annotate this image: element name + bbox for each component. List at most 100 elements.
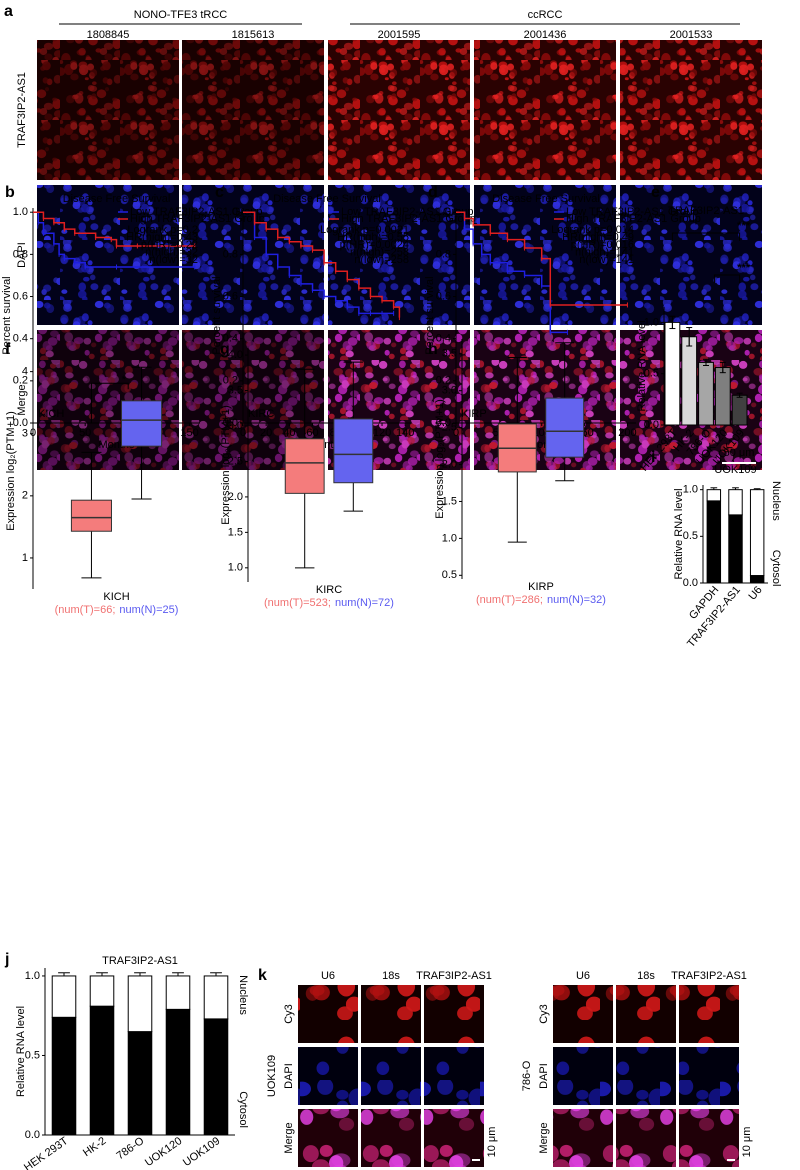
panel-label: h — [428, 341, 438, 358]
micrograph — [37, 330, 179, 470]
box — [545, 397, 585, 458]
y-tick-label: 0.5 — [644, 368, 659, 380]
micrograph — [620, 185, 762, 325]
micrograph — [361, 1109, 421, 1167]
dim-overlay — [182, 40, 324, 180]
side-label: Cytosol — [237, 1091, 249, 1128]
y-tick-label: 4 — [22, 366, 28, 378]
y-tick-label: 0.4 — [13, 333, 28, 345]
legend-label: High TRAF3IP2-AS1 Group — [341, 213, 476, 225]
y-tick-label: 2.0 — [442, 458, 457, 470]
y-tick-label: 1.0 — [223, 206, 238, 218]
stat-label: n(high)=258 — [350, 246, 409, 258]
bar-segment — [89, 975, 115, 1007]
y-axis-label: Expression log₂(PTM+1) — [434, 399, 446, 519]
x-tick-label: 60 — [306, 427, 318, 439]
sample-size: (num(T)=66; — [55, 604, 116, 616]
micrograph — [553, 985, 613, 1043]
sample-size: (num(T)=523; — [264, 597, 331, 609]
scale-label: 50 μm — [724, 447, 755, 459]
legend-label: Low TRAF3IP2-AS1 Group — [130, 206, 262, 218]
stat-label: p(HR)=0.22 — [141, 239, 198, 251]
channel-label: Merge — [538, 1122, 550, 1153]
channel-label: TRAF3IP2-AS1 — [16, 72, 28, 148]
panel-label: g — [220, 341, 230, 358]
panel-label: c — [215, 184, 224, 201]
x-tick-label: 50 — [79, 427, 91, 439]
dim-overlay — [37, 40, 179, 180]
y-tick-label: 2 — [22, 490, 28, 502]
panel-label: i — [651, 449, 655, 466]
x-tick-label: 0 — [240, 427, 246, 439]
y-tick-label: 0.8 — [436, 248, 451, 260]
bar — [731, 394, 748, 426]
y-tick-label: 3.5 — [442, 348, 457, 360]
survival-curve — [243, 211, 394, 315]
bar-segment — [203, 1018, 229, 1136]
sample-size: num(N)=72) — [335, 597, 394, 609]
y-tick-label: 1 — [22, 552, 28, 564]
channel-label: DAPI — [283, 1063, 295, 1089]
y-tick-label: 0.6 — [13, 290, 28, 302]
chart-title: Disease Free Survival — [273, 193, 381, 205]
channel-label: Merge — [16, 384, 28, 415]
sample-size-note: (num(T)=66; num(N)=25) — [55, 604, 179, 616]
y-axis-label: Relative RNA level — [15, 1006, 27, 1097]
stat-label: Logrank p=0.014 — [551, 224, 634, 236]
stat-label: n(low)=32 — [149, 254, 198, 266]
y-tick-label: 0.6 — [223, 290, 238, 302]
side-label: Cytosol — [770, 550, 782, 587]
y-tick-label: 0.4 — [436, 333, 451, 345]
stat-label: p(HR)=0.0024 — [340, 239, 409, 251]
significance-bracket — [90, 382, 129, 424]
y-tick-label: 1.0 — [436, 206, 451, 218]
y-tick-label: 0.0 — [436, 417, 451, 429]
y-tick-label: 3.0 — [228, 420, 243, 432]
y-tick-label: 4.0 — [228, 349, 243, 361]
x-tick-label: 786-O — [114, 1135, 146, 1163]
bar-segment — [51, 1016, 77, 1136]
y-tick-label: 0.8 — [13, 248, 28, 260]
bar — [664, 321, 681, 426]
micrograph — [298, 985, 358, 1043]
y-tick-label: 3.0 — [442, 385, 457, 397]
micrograph — [616, 985, 676, 1043]
chart-title: Disease Free Survival — [63, 193, 171, 205]
y-tick-label: 3 — [22, 428, 28, 440]
chart-title: UOK109 — [714, 464, 756, 476]
y-tick-label: 0.5 — [25, 1049, 40, 1061]
panel-label: d — [428, 184, 438, 201]
y-axis-label: Relative RNA level — [673, 488, 685, 579]
y-axis-label: Expression log₂(PTM+1) — [5, 411, 17, 531]
scale-label: 10 μm — [741, 1127, 753, 1158]
sample-size: num(N)=32) — [547, 594, 606, 606]
panel-label: k — [258, 967, 267, 984]
micrograph — [620, 40, 762, 180]
group-name: ccRCC — [528, 9, 563, 21]
x-axis-label: KICH — [103, 591, 129, 603]
channel-label: DAPI — [16, 242, 28, 268]
survival-curve — [456, 211, 628, 306]
annotation: KIRP — [461, 408, 487, 420]
sample-label: 2001595 — [378, 29, 421, 41]
sample-size: (num(T)=286; — [476, 594, 543, 606]
sample-size-note: (num(T)=523; num(N)=72) — [264, 597, 394, 609]
micrograph — [679, 1047, 739, 1105]
bar-segment — [127, 975, 153, 1033]
x-tick-label: 120 — [373, 427, 391, 439]
probe-label: TRAF3IP2-AS1 — [671, 970, 747, 982]
legend-label: Low TRAF3IP2-AS1 Group — [566, 206, 698, 218]
probe-label: U6 — [321, 970, 335, 982]
stat-label: Logrank p=0.0021 — [320, 224, 409, 236]
micrograph — [679, 1109, 739, 1167]
micrograph — [182, 40, 324, 180]
chart-title: TRAF3IP2-AS1 — [668, 205, 744, 217]
stat-label: n(low)=258 — [354, 254, 409, 266]
cell-line-label: 786-O — [521, 1060, 533, 1091]
micrograph — [424, 1047, 484, 1105]
chart-title: Disease Free Survival — [492, 193, 600, 205]
panel-label: j — [4, 951, 9, 968]
micrograph — [298, 1047, 358, 1105]
